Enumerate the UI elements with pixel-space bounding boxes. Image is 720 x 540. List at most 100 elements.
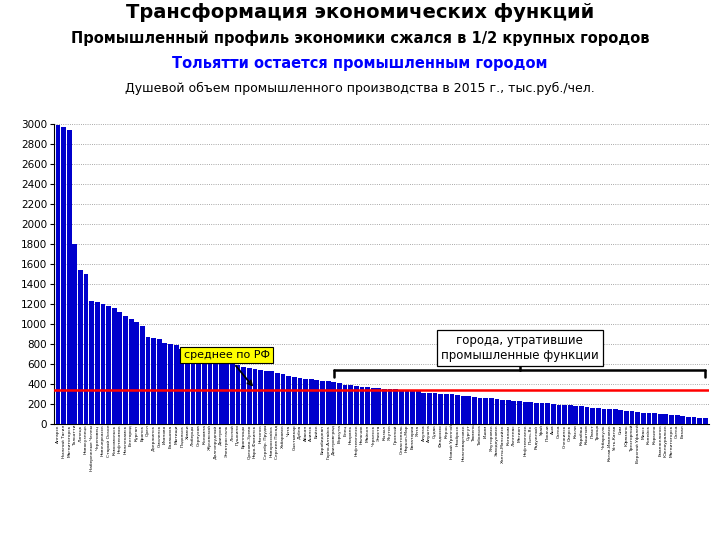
Bar (225, 361, 229, 424)
Bar (197, 354, 201, 424)
Bar (129, 319, 133, 424)
Bar (151, 339, 156, 424)
Bar (647, 413, 652, 424)
Bar (315, 380, 319, 424)
Bar (477, 397, 482, 424)
Bar (89, 301, 94, 424)
Bar (55, 125, 60, 424)
Bar (325, 381, 330, 424)
Bar (179, 349, 184, 424)
Bar (635, 412, 640, 424)
Bar (630, 411, 634, 424)
Bar (517, 401, 522, 424)
Bar (511, 401, 516, 424)
Bar (78, 270, 83, 424)
Bar (562, 405, 567, 424)
Bar (107, 306, 111, 424)
Bar (585, 407, 590, 424)
Bar (275, 373, 280, 424)
Bar (472, 397, 477, 424)
Bar (539, 403, 544, 424)
Bar (377, 388, 381, 424)
Bar (219, 360, 224, 424)
Bar (573, 406, 578, 424)
Bar (303, 379, 308, 424)
Text: Промышленный профиль экономики сжался в 1/2 крупных городов: Промышленный профиль экономики сжался в … (71, 30, 649, 46)
Bar (371, 388, 376, 424)
Bar (101, 304, 105, 424)
Bar (506, 400, 510, 424)
Bar (253, 369, 257, 424)
Bar (618, 410, 624, 424)
Bar (534, 403, 539, 424)
Text: города, утратившие
промышленные функции: города, утратившие промышленные функции (441, 334, 598, 362)
Bar (269, 372, 274, 424)
Bar (235, 365, 240, 424)
Bar (467, 396, 471, 424)
Bar (692, 417, 696, 424)
Bar (663, 414, 668, 424)
Bar (202, 356, 207, 424)
Bar (191, 350, 195, 424)
Bar (686, 416, 690, 424)
Bar (292, 377, 297, 424)
Bar (163, 342, 167, 424)
Bar (117, 313, 122, 424)
Bar (523, 402, 528, 424)
Bar (281, 374, 286, 424)
Text: Душевой объем промышленного производства в 2015 г., тыс.руб./чел.: Душевой объем промышленного производства… (125, 82, 595, 94)
Bar (557, 404, 562, 424)
Bar (652, 414, 657, 424)
Bar (658, 414, 662, 424)
Text: среднее по РФ: среднее по РФ (184, 350, 270, 385)
Bar (427, 393, 432, 424)
Bar (73, 244, 77, 424)
Bar (697, 418, 702, 424)
Bar (601, 409, 606, 424)
Bar (168, 344, 173, 424)
Bar (382, 389, 387, 424)
Bar (545, 403, 550, 424)
Bar (95, 301, 100, 424)
Bar (675, 415, 680, 424)
Bar (157, 339, 162, 424)
Bar (641, 413, 646, 424)
Bar (84, 274, 89, 424)
Bar (433, 393, 438, 424)
Bar (247, 368, 252, 424)
Bar (500, 400, 505, 424)
Bar (528, 402, 533, 424)
Bar (438, 394, 443, 424)
Bar (483, 398, 488, 424)
Bar (241, 367, 246, 424)
Bar (112, 308, 117, 424)
Bar (613, 409, 618, 424)
Bar (67, 130, 71, 424)
Bar (421, 393, 426, 424)
Bar (320, 381, 325, 424)
Bar (213, 360, 218, 424)
Text: Трансформация экономических функций: Трансформация экономических функций (126, 3, 594, 22)
Bar (145, 337, 150, 424)
Bar (359, 387, 364, 424)
Bar (590, 408, 595, 424)
Bar (399, 390, 404, 424)
Bar (489, 398, 494, 424)
Bar (579, 407, 584, 424)
Bar (354, 386, 359, 424)
Bar (61, 127, 66, 424)
Bar (624, 411, 629, 424)
Bar (669, 415, 674, 424)
Bar (258, 370, 263, 424)
Bar (207, 356, 212, 424)
Bar (331, 382, 336, 424)
Bar (461, 396, 466, 424)
Bar (703, 418, 708, 424)
Bar (135, 322, 139, 424)
Bar (287, 376, 291, 424)
Bar (387, 389, 392, 424)
Bar (264, 371, 269, 424)
Bar (449, 394, 454, 424)
Bar (495, 399, 500, 424)
Bar (185, 349, 190, 424)
